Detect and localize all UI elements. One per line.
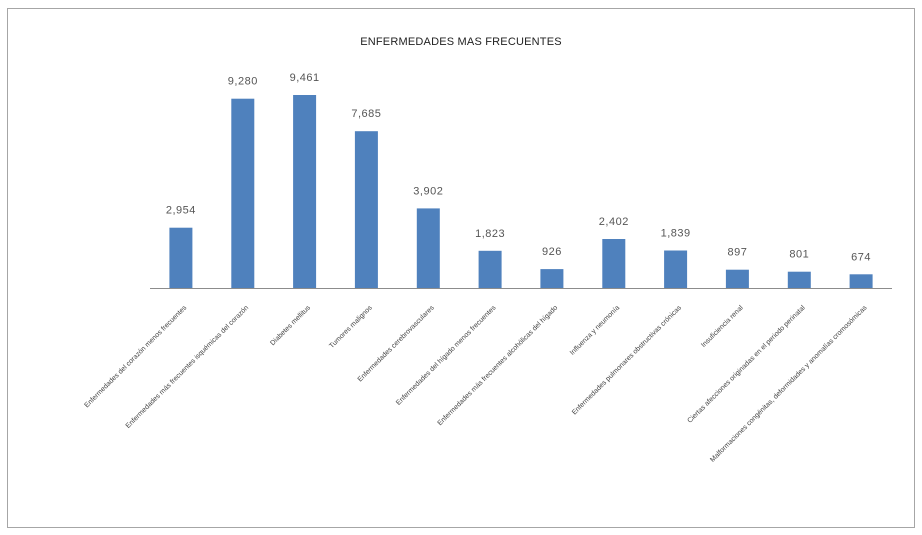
data-label-3: 9,461	[290, 72, 320, 84]
category-label-12: Malformaciones congénitas, deformidades …	[709, 304, 869, 464]
bar-5	[416, 208, 440, 288]
bar-4	[354, 131, 378, 288]
data-label-4: 7,685	[351, 108, 381, 120]
data-label-8: 2,402	[599, 216, 629, 228]
bar-9	[664, 250, 688, 288]
category-label-4: Tumores malignos	[328, 304, 374, 350]
category-label-10: Insuficiencia renal	[700, 304, 745, 349]
bar-12	[849, 274, 873, 288]
bar-7	[540, 269, 564, 288]
category-label-11: Ciertas afecciones originadas en el peri…	[686, 304, 807, 425]
data-label-9: 1,839	[661, 228, 691, 240]
category-label-7: Enfermedades más frecuentes alcohólicas …	[437, 304, 560, 427]
category-label-1: Enfermedades del corazón menos frecuente…	[83, 304, 188, 409]
category-label-8: Influenza y neumonía	[569, 304, 621, 356]
bar-8	[602, 239, 626, 288]
data-label-12: 674	[851, 251, 871, 263]
category-label-3: Diabetes mellitus	[269, 304, 312, 347]
bar-10	[725, 269, 749, 288]
bar-3	[293, 95, 317, 288]
category-label-6: Enfermedades del hígado menos frecuentes	[395, 304, 498, 407]
data-label-6: 1,823	[475, 228, 505, 240]
chart-area	[7, 8, 915, 528]
data-label-5: 3,902	[413, 185, 443, 197]
data-label-11: 801	[789, 249, 809, 261]
bar-2	[231, 98, 255, 288]
bar-6	[478, 250, 502, 288]
data-label-10: 897	[727, 247, 747, 259]
data-label-1: 2,954	[166, 205, 196, 217]
data-label-7: 926	[542, 246, 562, 258]
category-label-9: Enfermedades pulmonares obstructivas cró…	[571, 304, 683, 416]
bar-1	[169, 227, 193, 288]
chart-title: ENFERMEDADES MAS FRECUENTES	[360, 36, 562, 48]
category-label-2: Enfermedades más frecuentes isquémicas d…	[125, 304, 251, 430]
bar-11	[787, 271, 811, 288]
data-label-2: 9,280	[228, 76, 258, 88]
